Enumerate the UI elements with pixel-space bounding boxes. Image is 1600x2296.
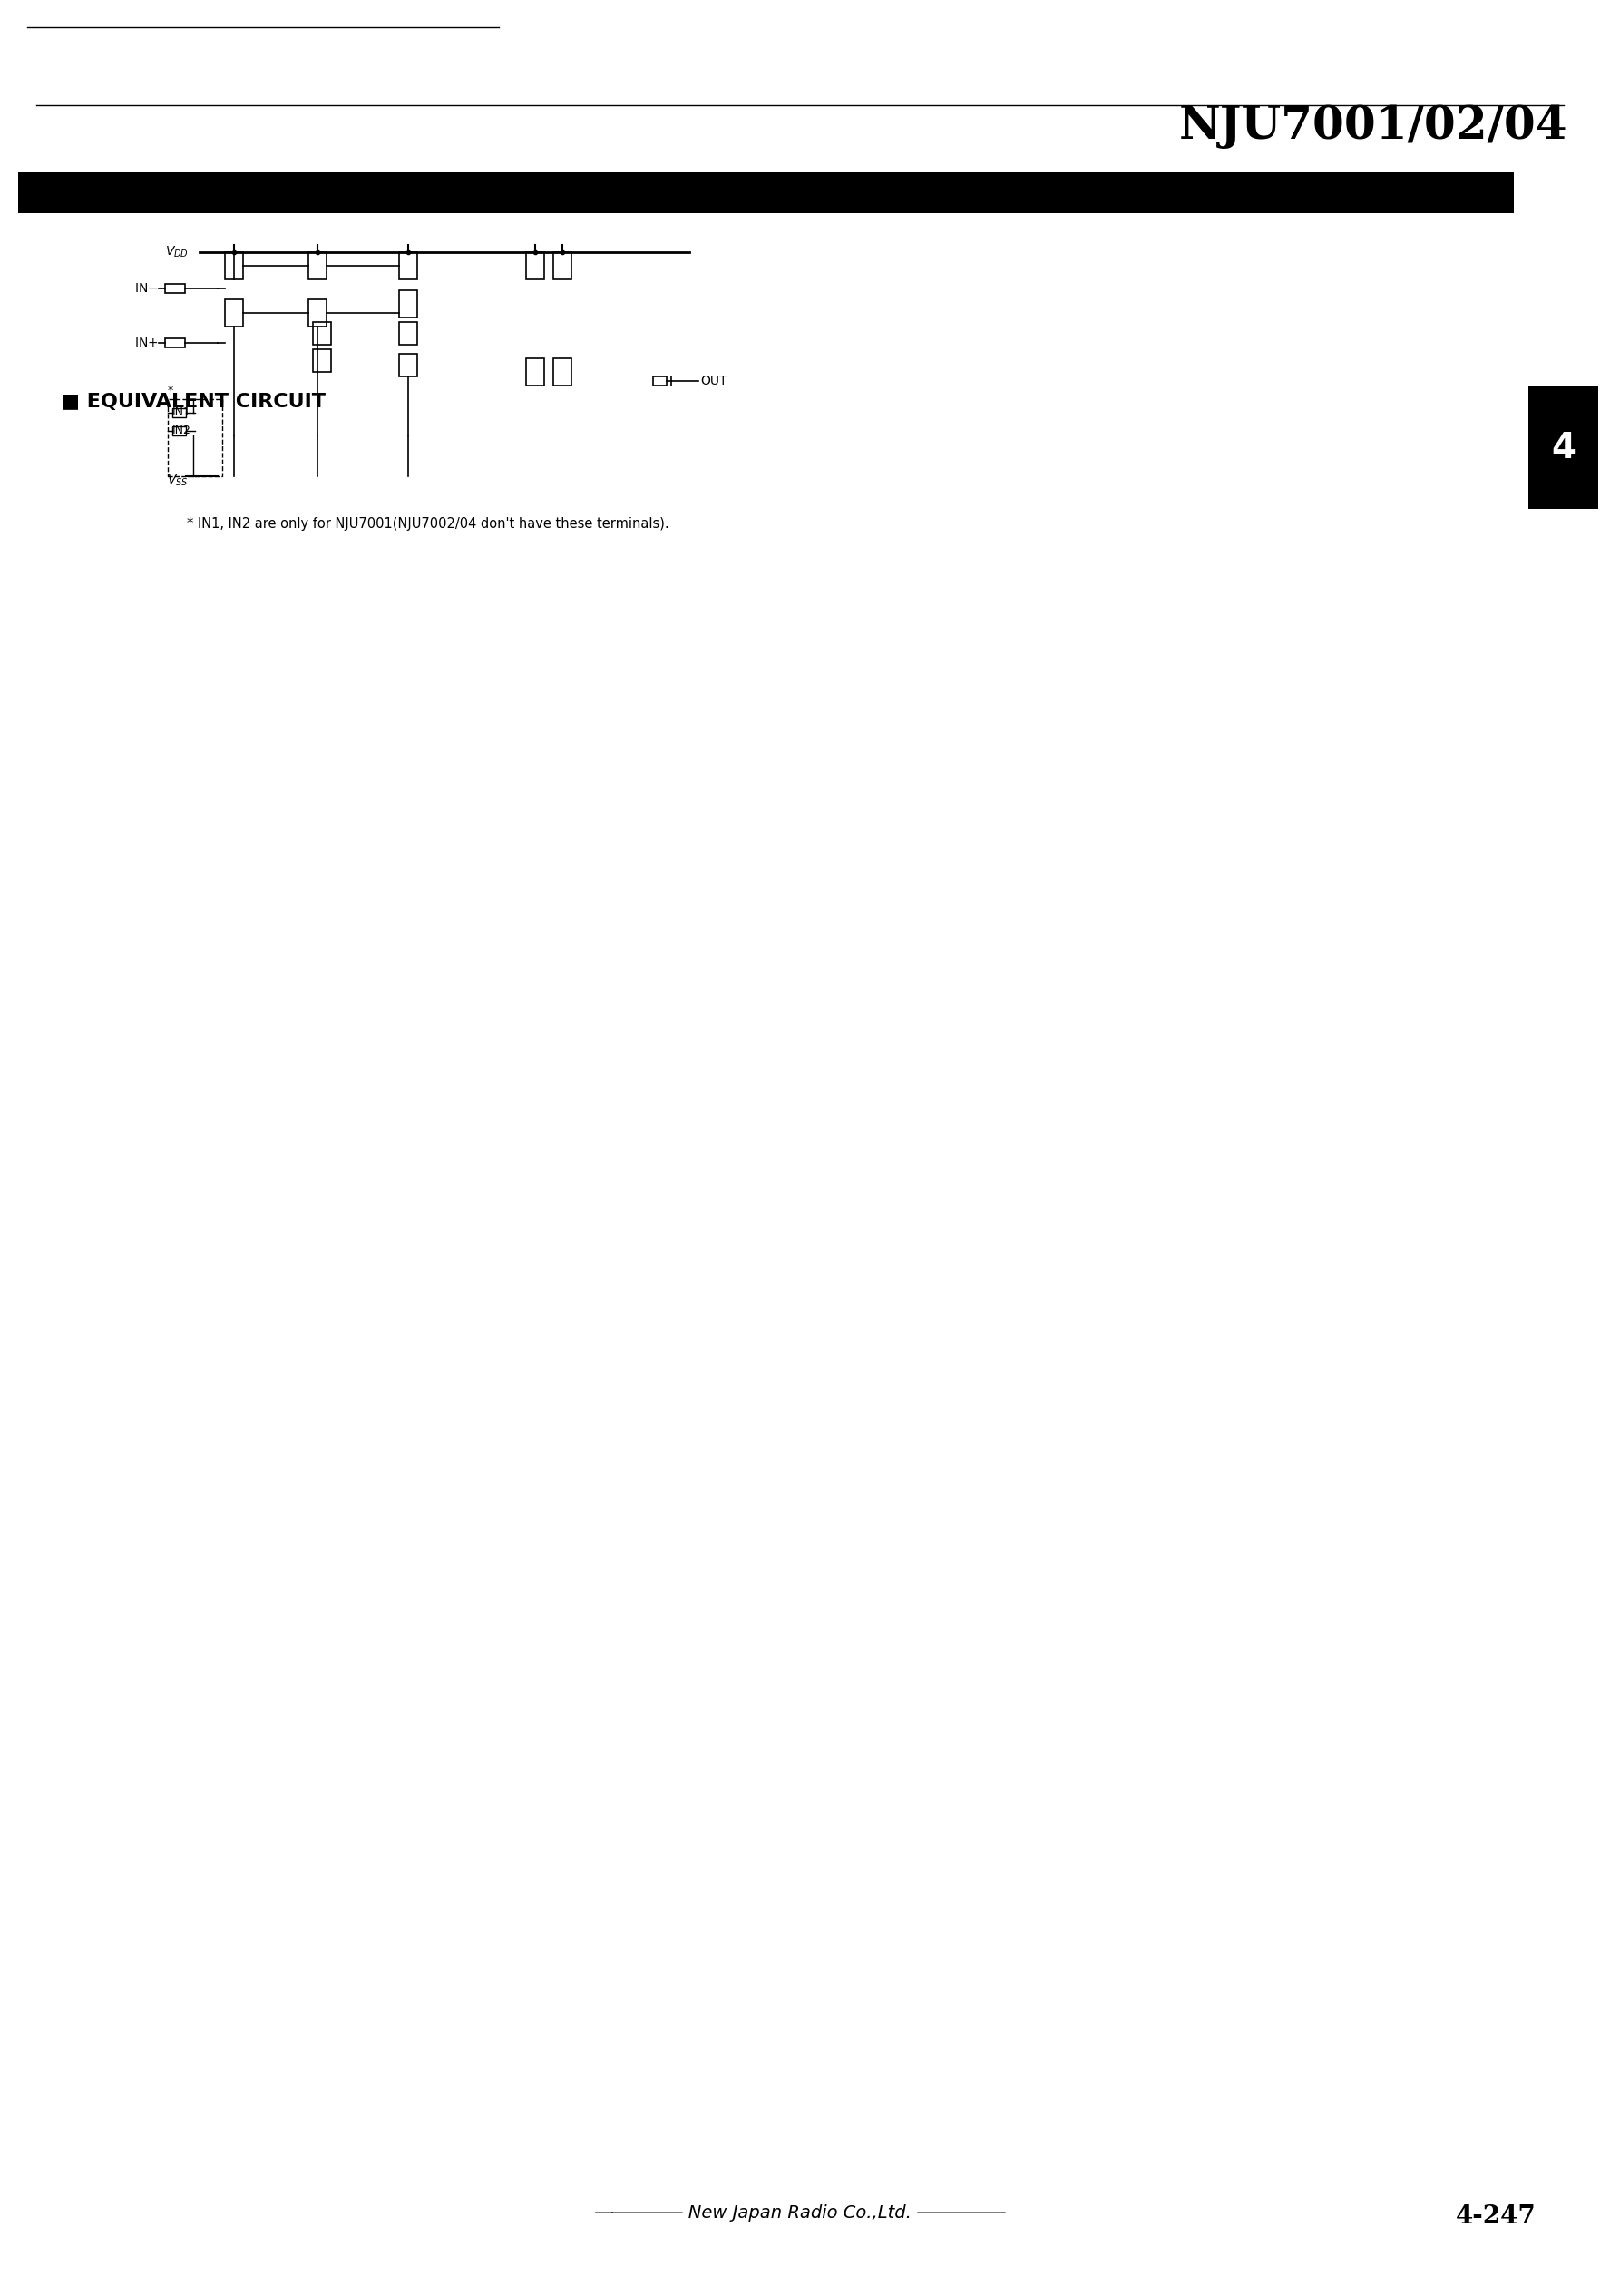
Bar [165,338,186,347]
Bar [314,349,331,372]
Text: IN$-$: IN$-$ [134,282,158,294]
Text: * IN1, IN2 are only for NJU7001(NJU7002/04 don't have these terminals).: * IN1, IN2 are only for NJU7001(NJU7002/… [187,517,669,530]
Bar [398,321,418,344]
Text: *: * [168,386,173,397]
Text: IN1: IN1 [173,406,192,418]
Text: $V_{SS}$: $V_{SS}$ [168,473,189,489]
Bar [398,253,418,280]
Bar [173,427,186,436]
Bar [309,298,326,326]
Bar [554,358,571,386]
Bar [526,358,544,386]
Bar [18,172,1514,214]
Text: $V_{DD}$: $V_{DD}$ [165,246,189,259]
Bar [398,289,418,317]
Bar [226,253,243,280]
Text: OUT: OUT [701,374,726,388]
Bar [398,354,418,377]
Bar [526,253,544,280]
Text: ■ EQUIVALENT CIRCUIT: ■ EQUIVALENT CIRCUIT [61,393,326,411]
Bar [168,400,222,475]
Bar [1528,388,1598,510]
Text: IN$+$: IN$+$ [134,338,158,349]
Text: NJU7001/02/04: NJU7001/02/04 [1179,103,1568,149]
Bar [165,285,186,294]
Bar [173,409,186,418]
Text: IN2: IN2 [173,425,192,436]
Bar [554,253,571,280]
Bar [309,253,326,280]
Bar [653,377,667,386]
Text: 4-247: 4-247 [1456,2204,1536,2229]
Bar [314,321,331,344]
Bar [226,298,243,326]
Text: 4: 4 [1550,429,1576,466]
Text: ――――― New Japan Radio Co.,Ltd. ―――――: ――――― New Japan Radio Co.,Ltd. ――――― [594,2204,1006,2220]
